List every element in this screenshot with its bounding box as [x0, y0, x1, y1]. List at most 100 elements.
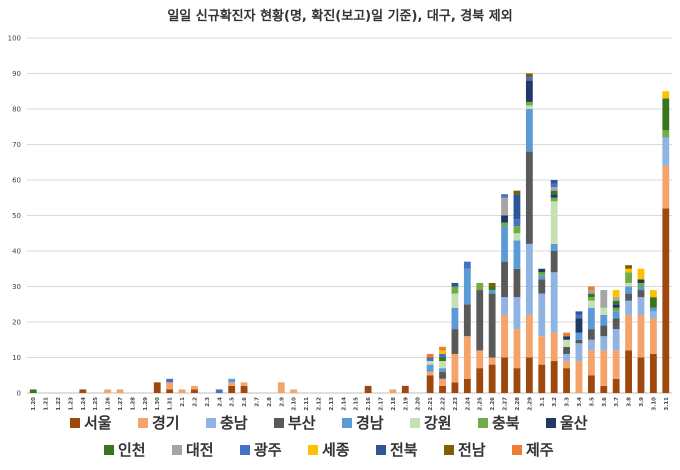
x-tick-label: 3.8 [627, 397, 633, 407]
x-tick-label: 2.25 [478, 397, 484, 411]
legend-label: 제주 [526, 441, 554, 459]
x-tick-label: 2.10 [292, 397, 298, 411]
legend-swatch [308, 445, 318, 455]
bar-segment [525, 73, 533, 78]
x-tick-label: 2.16 [366, 397, 372, 411]
bar-segment [463, 268, 471, 305]
bar-segment [463, 336, 471, 379]
x-tick-label: 2.8 [267, 397, 273, 407]
legend-label: 광주 [254, 441, 282, 459]
bar-segment [439, 357, 446, 362]
bar-segment [662, 137, 670, 166]
x-tick-label: 3.1 [540, 397, 546, 407]
gridlines [27, 37, 672, 394]
bar-segment [439, 385, 446, 393]
x-tick-label: 2.3 [205, 397, 211, 407]
bar-segment [587, 286, 595, 291]
bar-segment [240, 385, 248, 393]
bar-segment [637, 297, 645, 315]
bar-segment [587, 290, 595, 294]
x-tick-label: 3.5 [589, 397, 595, 407]
bar-segment [662, 130, 670, 138]
bar-segment [649, 307, 657, 312]
y-tick-label: 90 [12, 70, 21, 78]
bar-segment [612, 307, 620, 312]
bar-segment [476, 350, 484, 369]
bar-segment [426, 357, 434, 362]
bar-segment [426, 375, 434, 393]
bar-segment [550, 361, 558, 393]
bar-segment [525, 77, 533, 81]
bar-segment [637, 282, 645, 287]
bar-segment [575, 318, 583, 333]
x-tick-label: 2.6 [242, 397, 248, 407]
bar-segment [550, 197, 558, 202]
bar-segment [612, 290, 620, 298]
bar-segment [389, 389, 397, 393]
bar-segment [575, 343, 583, 362]
bar-segment [637, 290, 645, 298]
x-tick-label: 2.18 [391, 397, 397, 411]
bar-segment [488, 357, 496, 365]
bar-segment [463, 304, 471, 337]
y-tick-label: 0 [17, 390, 21, 398]
bar-segment [550, 251, 558, 273]
legend-swatch [444, 445, 454, 455]
bar-segment [451, 282, 459, 287]
bar-segment [612, 304, 620, 308]
bar-segment [525, 357, 533, 393]
bar-segment [662, 208, 670, 393]
bar-segment [439, 378, 446, 386]
bar-segment [525, 151, 533, 244]
bar-segment [426, 364, 434, 372]
bar-segment [563, 368, 570, 393]
x-tick-label: 3.10 [651, 397, 657, 411]
bar-segment [228, 382, 236, 386]
bar-segment [625, 268, 632, 273]
bar-segment [364, 385, 372, 393]
x-tick-label: 2.15 [354, 397, 360, 411]
bar-segment [277, 382, 285, 393]
bar-segment [538, 293, 546, 337]
bar-segment [649, 297, 657, 308]
x-tick-label: 2.7 [254, 397, 260, 407]
bar-segment [439, 371, 446, 379]
bar-segment [513, 233, 521, 241]
bar-segment [538, 279, 546, 294]
bar-segment [637, 286, 645, 291]
bar-segment [240, 382, 248, 386]
legend-swatch [240, 445, 250, 455]
bar-segment [649, 290, 657, 298]
y-tick-label: 40 [12, 248, 21, 256]
bar-segment [538, 336, 546, 365]
bar-segment [587, 375, 595, 393]
bar-segment [625, 272, 632, 283]
y-tick-label: 10 [12, 354, 21, 362]
x-tick-label: 3.3 [565, 397, 571, 407]
bar-segment [563, 346, 570, 354]
x-tick-label: 3.2 [552, 397, 558, 407]
x-tick-label: 1.31 [168, 397, 174, 411]
legend-swatch [342, 418, 352, 428]
bar-segment [501, 197, 508, 216]
bar-segment [513, 194, 521, 220]
y-tick-label: 50 [12, 212, 21, 220]
bar-segment [501, 215, 508, 223]
bar-segment [501, 314, 508, 358]
bar-segment [550, 187, 558, 191]
bar-segment [513, 219, 521, 227]
bar-segment [166, 389, 174, 393]
bar-segment [612, 378, 620, 393]
bar-segment [215, 389, 223, 393]
x-tick-label: 2.9 [279, 397, 285, 407]
bar-segment [476, 290, 484, 351]
bar-segment [426, 361, 434, 365]
x-tick-label: 2.11 [304, 397, 310, 411]
x-axis-ticks: 1.20 1.21 1.22 1.23 1.24 1.25 1.26 1.27 1.28 1.29… [31, 397, 670, 411]
x-tick-label: 2.5 [230, 397, 236, 407]
legend-swatch [104, 445, 114, 455]
bar-segment [575, 311, 583, 315]
bar-segment [451, 353, 459, 383]
bar-segment [488, 364, 496, 393]
